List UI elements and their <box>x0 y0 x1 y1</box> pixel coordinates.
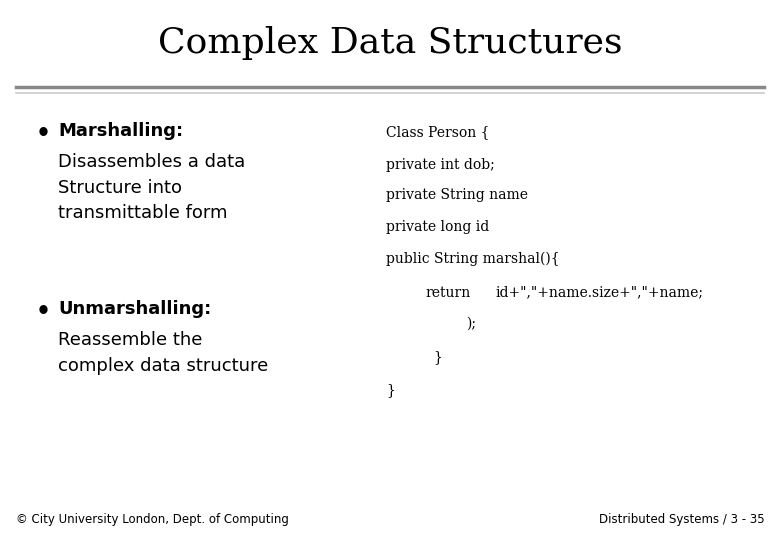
Text: Reassemble the
complex data structure: Reassemble the complex data structure <box>58 331 269 375</box>
Text: •: • <box>35 122 51 145</box>
Text: Unmarshalling:: Unmarshalling: <box>58 300 211 318</box>
Text: Complex Data Structures: Complex Data Structures <box>158 26 622 60</box>
Text: Class Person {: Class Person { <box>386 125 490 139</box>
Text: private String name: private String name <box>386 188 528 202</box>
Text: );: ); <box>466 317 477 331</box>
Text: Marshalling:: Marshalling: <box>58 122 183 139</box>
Text: © City University London, Dept. of Computing: © City University London, Dept. of Compu… <box>16 513 289 526</box>
Text: id+","+name.size+","+name;: id+","+name.size+","+name; <box>495 286 704 300</box>
Text: }: } <box>433 350 441 365</box>
Text: private int dob;: private int dob; <box>386 158 495 172</box>
Text: public String marshal(){: public String marshal(){ <box>386 252 560 266</box>
Text: Disassembles a data
Structure into
transmittable form: Disassembles a data Structure into trans… <box>58 153 246 222</box>
Text: private long id: private long id <box>386 220 489 234</box>
Text: return: return <box>425 286 470 300</box>
Text: }: } <box>386 383 395 397</box>
Text: •: • <box>35 300 51 323</box>
Text: Distributed Systems / 3 - 35: Distributed Systems / 3 - 35 <box>599 513 764 526</box>
